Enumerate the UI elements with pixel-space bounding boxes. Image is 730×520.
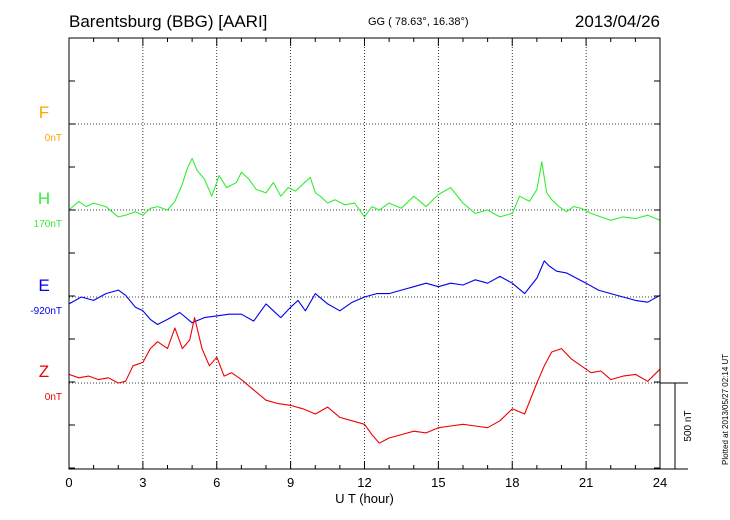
offset-label-e: -920nT	[30, 306, 62, 317]
component-label-h: H	[38, 189, 50, 208]
x-tick-label: 12	[357, 475, 371, 490]
trace-z	[68, 317, 661, 444]
scale-bar: 500 nT	[660, 382, 694, 470]
station-title: Barentsburg (BBG) [AARI]	[69, 12, 268, 31]
x-tick-label: 3	[139, 475, 146, 490]
component-label-e: E	[38, 276, 49, 295]
x-tick-label: 24	[653, 475, 667, 490]
plot-date: 2013/04/26	[574, 12, 660, 31]
plotted-timestamp: Plotted at 2013/05/27 02:14 UT	[721, 353, 730, 465]
trace-e	[68, 260, 661, 326]
x-tick-label: 0	[65, 475, 72, 490]
x-tick-label: 9	[287, 475, 294, 490]
offset-label-z: 0nT	[45, 392, 62, 403]
axis-ticks: 0 3 6 9 12 15 18 21 24 U T (hour)	[65, 37, 667, 506]
x-tick-label: 6	[213, 475, 220, 490]
grid-lines	[69, 38, 660, 469]
x-tick-label: 21	[579, 475, 593, 490]
x-axis-label: U T (hour)	[335, 491, 394, 506]
component-label-z: Z	[39, 362, 49, 381]
station-coordinates: GG ( 78.63°, 16.38°)	[368, 16, 469, 28]
component-label-f: F	[39, 103, 49, 122]
scale-bar-label: 500 nT	[683, 410, 694, 441]
offset-label-f: 0nT	[45, 133, 62, 144]
x-tick-label: 18	[505, 475, 519, 490]
trace-h	[68, 157, 661, 221]
data-traces: F 0nT H 170nT E -920nT Z 0nT	[30, 103, 661, 444]
offset-label-h: 170nT	[34, 219, 62, 230]
x-tick-label: 15	[431, 475, 445, 490]
